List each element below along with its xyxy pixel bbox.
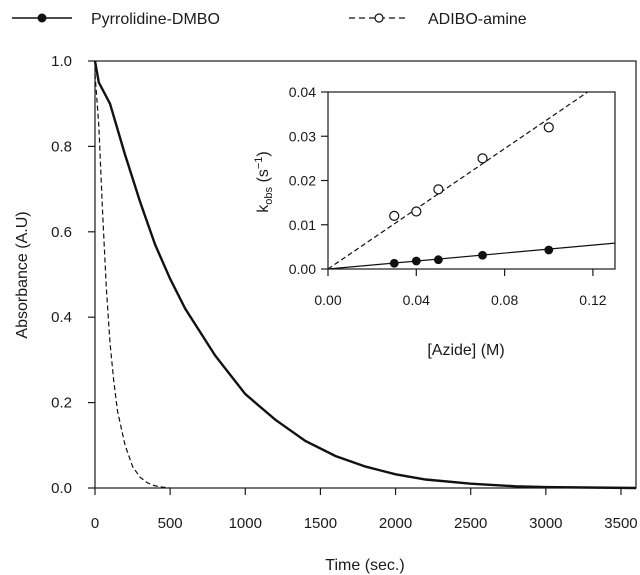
point-adibo-amine [433, 184, 444, 195]
point-pyrrolidine-dmbo [411, 256, 421, 266]
main-y-ticks: 0.0 0.2 0.4 0.6 0.8 1.0 [51, 53, 95, 497]
main-y-tick-label: 0.0 [51, 480, 72, 497]
point-pyrrolidine-dmbo [389, 258, 399, 268]
inset-plot: 0.00 0.04 0.08 0.12 0.00 0.01 0.02 0.03 0.04 [A… [253, 84, 616, 359]
point-adibo-amine [477, 153, 488, 164]
main-x-tick-label: 1500 [304, 515, 337, 532]
inset-y-axis-label: kobs (s−1) [253, 151, 275, 212]
inset-plot-background [328, 92, 615, 269]
point-adibo-amine [389, 210, 400, 221]
main-x-tick-label: 3000 [529, 515, 562, 532]
point-pyrrolidine-dmbo [544, 245, 554, 255]
inset-y-label-unit-close: ) [255, 151, 272, 156]
inset-y-label-sub: obs [263, 186, 275, 204]
point-pyrrolidine-dmbo [478, 250, 487, 260]
fit-line-pyrrolidine-dmbo [327, 242, 616, 270]
main-y-tick-label: 0.4 [51, 309, 72, 326]
main-x-ticks: 0 500 1000 1500 2000 2500 3000 3500 [91, 488, 638, 532]
inset-y-label-main: k [255, 204, 272, 213]
main-x-axis-label: Time (sec.) [325, 557, 404, 574]
legend-marker-adibo [374, 13, 384, 23]
inset-y-tick-label: 0.02 [289, 173, 316, 189]
main-y-axis-label: Absorbance (A.U) [14, 211, 31, 338]
inset-y-tick-label: 0.00 [289, 261, 316, 277]
legend-marker-pyrrolidine [37, 13, 47, 23]
inset-y-tick-label: 0.03 [289, 128, 316, 144]
legend-label-adibo: ADIBO-amine [428, 11, 527, 28]
main-x-tick-label: 3500 [604, 515, 637, 532]
main-x-tick-label: 1000 [229, 515, 262, 532]
inset-x-tick-label: 0.04 [403, 292, 430, 308]
inset-x-tick-label: 0.12 [579, 292, 606, 308]
inset-y-tick-label: 0.04 [289, 84, 316, 100]
inset-x-ticks: 0.00 0.04 0.08 0.12 [314, 269, 607, 308]
main-y-tick-label: 1.0 [51, 53, 72, 70]
inset-y-label-sup: −1 [253, 157, 265, 170]
fit-line-adibo-amine [327, 91, 589, 270]
inset-y-tick-label: 0.01 [289, 217, 316, 233]
inset-points [389, 122, 554, 268]
series-line-adibo-amine [94, 73, 171, 489]
main-plot: 0 500 1000 1500 2000 2500 3000 3500 0.00.20.40.… [14, 53, 638, 574]
main-series [93, 60, 637, 490]
inset-y-ticks: 0.00 0.01 0.02 0.03 0.04 [289, 84, 328, 277]
main-y-tick-label: 0.6 [51, 224, 72, 241]
main-x-tick-label: 2500 [454, 515, 487, 532]
inset-x-tick-label: 0.08 [491, 292, 518, 308]
point-adibo-amine [543, 122, 554, 133]
point-pyrrolidine-dmbo [433, 255, 443, 265]
main-x-tick-label: 2000 [379, 515, 412, 532]
legend-label-pyrrolidine: Pyrrolidine-DMBO [91, 11, 220, 28]
series-line-pyrrolidine-dmbo [93, 60, 637, 490]
inset-fit-lines [327, 91, 616, 270]
legend: Pyrrolidine-DMBO ADIBO-amine [12, 11, 527, 28]
main-y-tick-label: 0.2 [51, 395, 72, 412]
main-plot-frame [94, 60, 637, 489]
main-y-tick-label: 0.8 [51, 138, 72, 155]
inset-y-label-unit-open: (s [255, 169, 272, 187]
main-x-tick-label: 0 [91, 515, 99, 532]
inset-x-axis-label: [Azide] (M) [427, 342, 504, 359]
inset-x-tick-label: 0.00 [314, 292, 341, 308]
point-adibo-amine [411, 206, 422, 217]
main-x-tick-label: 500 [158, 515, 183, 532]
